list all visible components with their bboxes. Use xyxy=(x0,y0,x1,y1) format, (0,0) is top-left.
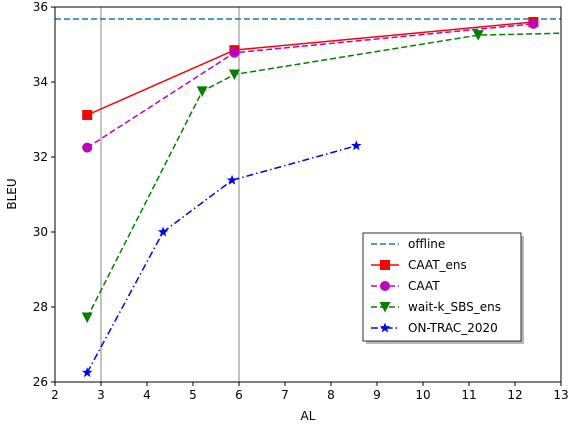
data-point-on-trac-2020 xyxy=(226,174,238,185)
data-point-wait-k-sbs-ens xyxy=(228,69,240,80)
legend-label-offline: offline xyxy=(408,237,445,251)
x-tick-label: 3 xyxy=(97,388,105,402)
x-tick-label: 10 xyxy=(415,388,430,402)
legend-marker-on-trac-2020 xyxy=(379,322,391,333)
y-tick-label: 32 xyxy=(33,150,48,164)
x-tick-label: 7 xyxy=(281,388,289,402)
data-point-caat xyxy=(82,142,93,153)
x-tick-label: 9 xyxy=(373,388,381,402)
data-point-caat-ens xyxy=(82,110,93,120)
y-tick-label: 34 xyxy=(33,75,48,89)
y-tick-label: 36 xyxy=(33,0,48,14)
y-tick-label: 28 xyxy=(33,300,48,314)
legend-label-caat: CAAT xyxy=(408,279,440,293)
x-axis-label: AL xyxy=(301,409,316,423)
x-tick-label: 5 xyxy=(189,388,197,402)
x-tick-label: 6 xyxy=(235,388,243,402)
series-layer xyxy=(55,17,562,378)
x-axis: 2 3 4 5 6 7 8 9 10 11 12 13 xyxy=(51,382,569,402)
x-tick-label: 12 xyxy=(507,388,522,402)
legend-label-wait-k-sbs-ens: wait-k_SBS_ens xyxy=(408,300,501,314)
legend-marker-wait-k-sbs-ens xyxy=(379,302,391,313)
x-tick-label: 11 xyxy=(461,388,476,402)
data-point-on-trac-2020 xyxy=(351,140,362,151)
series-on-trac-2020 xyxy=(81,140,362,378)
series-caat xyxy=(82,18,539,153)
legend-label-on-trac-2020: ON-TRAC_2020 xyxy=(408,321,498,335)
legend-marker-caat xyxy=(380,281,390,291)
y-tick-label: 26 xyxy=(33,375,48,389)
series-wait-k-sbs-ens xyxy=(81,30,562,323)
y-axis-label: BLEU xyxy=(5,178,19,209)
data-point-wait-k-sbs-ens xyxy=(81,312,93,323)
legend-label-caat-ens: CAAT_ens xyxy=(408,258,467,272)
data-point-wait-k-sbs-ens xyxy=(196,86,208,97)
data-point-caat xyxy=(229,47,240,58)
y-axis: 26 28 30 32 34 36 xyxy=(33,0,55,389)
series-line-on-trac-2020 xyxy=(86,145,357,373)
data-point-on-trac-2020 xyxy=(157,226,169,237)
x-tick-label: 4 xyxy=(143,388,151,402)
legend-marker-caat-ens xyxy=(380,260,390,270)
x-tick-label: 13 xyxy=(553,388,568,402)
data-point-wait-k-sbs-ens xyxy=(472,30,484,41)
x-tick-label: 2 xyxy=(51,388,59,402)
plot-frame xyxy=(54,6,562,383)
data-point-caat xyxy=(528,18,539,29)
legend: offline CAAT_ens CAAT wait-k_SBS_ens ON-TRAC… xyxy=(362,232,524,344)
x-tick-label: 8 xyxy=(327,388,335,402)
data-point-on-trac-2020 xyxy=(81,367,93,378)
y-tick-label: 30 xyxy=(33,225,48,239)
